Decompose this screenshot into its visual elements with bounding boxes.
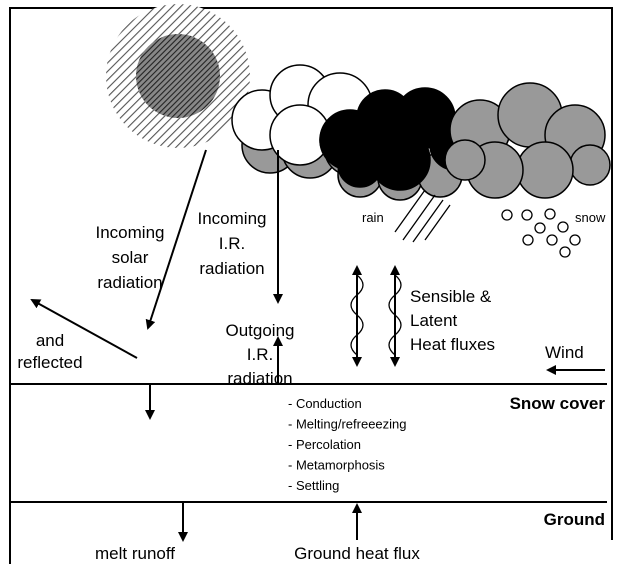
- label: solar: [112, 248, 149, 267]
- layer-label: Ground: [544, 510, 605, 529]
- label: I.R.: [247, 345, 273, 364]
- label: reflected: [17, 353, 82, 372]
- label: Incoming: [198, 209, 267, 228]
- process-item: - Melting/refreeezing: [288, 417, 407, 432]
- label: Outgoing: [226, 321, 295, 340]
- label: I.R.: [219, 234, 245, 253]
- label: Latent: [410, 311, 458, 330]
- clouds: [231, 64, 611, 201]
- rain-streaks: [394, 189, 451, 243]
- label: Incoming: [96, 223, 165, 242]
- sun: [106, 4, 250, 148]
- label: Wind: [545, 343, 584, 362]
- process-item: - Metamorphosis: [288, 458, 385, 473]
- label: Sensible &: [410, 287, 492, 306]
- process-item: - Percolation: [288, 437, 361, 452]
- label: rain: [362, 210, 384, 225]
- label: Ground heat flux: [294, 544, 420, 563]
- snowflakes: [501, 208, 581, 258]
- label: radiation: [199, 259, 264, 278]
- process-item: - Settling: [288, 478, 339, 493]
- layer-label: Snow cover: [510, 394, 606, 413]
- label: and: [36, 331, 64, 350]
- label: radiation: [97, 273, 162, 292]
- frame: [9, 7, 613, 564]
- label: radiation: [227, 369, 292, 388]
- label: melt runoff: [95, 544, 175, 563]
- label: snow: [575, 210, 606, 225]
- process-item: - Conduction: [288, 396, 362, 411]
- label: Heat fluxes: [410, 335, 495, 354]
- arrows: [30, 149, 605, 542]
